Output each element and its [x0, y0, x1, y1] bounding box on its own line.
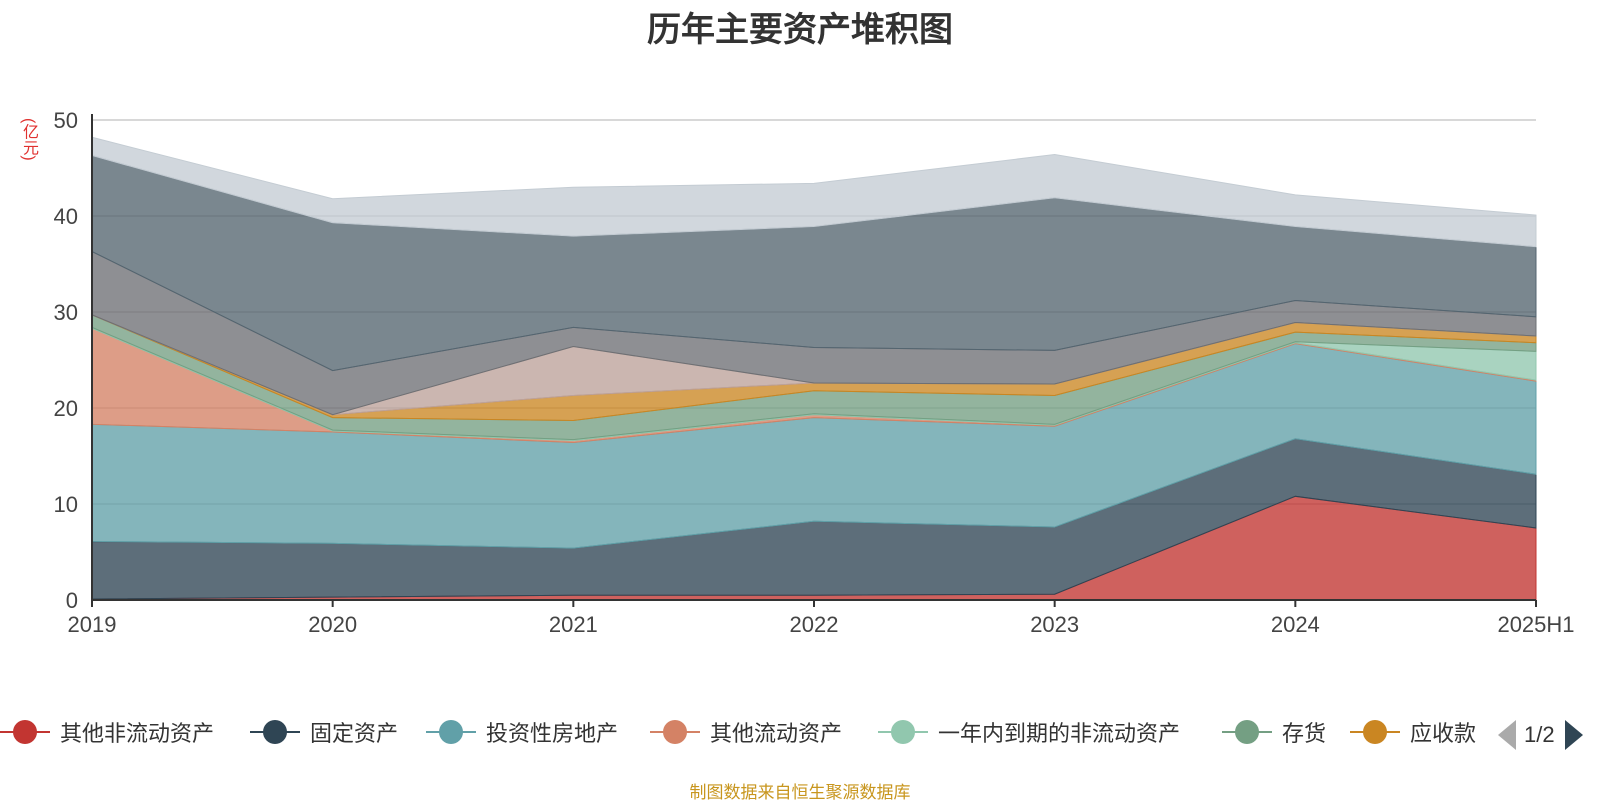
y-tick-label: 20 [54, 396, 78, 421]
legend-label: 固定资产 [310, 721, 399, 746]
legend-label: 应收款 [1410, 721, 1477, 746]
legend-item[interactable]: 投资性房地产 [426, 712, 618, 752]
legend-next-page-icon[interactable] [1564, 720, 1583, 750]
y-axis-unit-label: (亿元) [20, 118, 37, 161]
x-tick-label: 2023 [1030, 612, 1079, 637]
legend-label: 投资性房地产 [486, 721, 619, 746]
legend-marker-dot [1235, 720, 1259, 744]
legend-marker-icon [650, 717, 700, 747]
legend-marker-icon [1222, 717, 1272, 747]
x-tick-label: 2024 [1271, 612, 1320, 637]
x-tick-label: 2019 [68, 612, 117, 637]
legend-item[interactable]: 其他非流动资产 [0, 712, 214, 752]
legend-item[interactable]: 一年内到期的非流动资产 [878, 712, 1180, 752]
x-tick-label: 2025H1 [1497, 612, 1574, 637]
legend-item[interactable]: 固定资产 [250, 712, 398, 752]
legend-marker-dot [663, 720, 687, 744]
legend: 其他非流动资产 固定资产 投资性房地产 其他流动资产 一年内到期的非流动资产 存货 应收款 [0, 712, 1600, 756]
x-tick-label: 2022 [790, 612, 839, 637]
y-tick-label: 40 [54, 204, 78, 229]
y-tick-label: 50 [54, 108, 78, 133]
axes: 0 10 20 30 40 50 2019 2020 2021 2022 2023 2024 2025H… [54, 108, 1575, 637]
legend-marker-dot [13, 720, 37, 744]
series-areas [91, 136, 1537, 601]
legend-marker-icon [1350, 717, 1400, 747]
y-tick-label: 30 [54, 300, 78, 325]
legend-label: 其他流动资产 [710, 721, 843, 746]
x-tick-label: 2021 [549, 612, 598, 637]
legend-item[interactable]: 应收款 [1350, 712, 1476, 752]
legend-marker-dot [891, 720, 915, 744]
legend-marker-icon [878, 717, 928, 747]
legend-marker-dot [439, 720, 463, 744]
legend-marker-dot [263, 720, 287, 744]
legend-page-indicator: 1/2 [1524, 722, 1555, 747]
legend-label: 一年内到期的非流动资产 [938, 721, 1181, 746]
legend-pager: 1/2 [1498, 718, 1583, 752]
legend-item[interactable]: 存货 [1222, 712, 1326, 752]
legend-prev-page-icon[interactable] [1498, 720, 1516, 750]
y-tick-label: 10 [54, 492, 78, 517]
stacked-area-chart: 0 10 20 30 40 50 2019 2020 2021 2022 2023 2024 2025H… [54, 108, 1575, 637]
legend-label: 存货 [1282, 721, 1327, 746]
data-source-note: 制图数据来自恒生聚源数据库 [689, 783, 911, 802]
legend-marker-dot [1363, 720, 1387, 744]
legend-marker-icon [250, 717, 300, 747]
area-series-unlabeled-10 [91, 136, 1537, 248]
legend-marker-icon [0, 717, 50, 747]
x-tick-label: 2020 [308, 612, 357, 637]
chart-title: 历年主要资产堆积图 [647, 11, 953, 49]
y-tick-label: 0 [66, 588, 78, 613]
legend-marker-icon [426, 717, 476, 747]
legend-item[interactable]: 其他流动资产 [650, 712, 842, 752]
legend-label: 其他非流动资产 [60, 721, 215, 746]
